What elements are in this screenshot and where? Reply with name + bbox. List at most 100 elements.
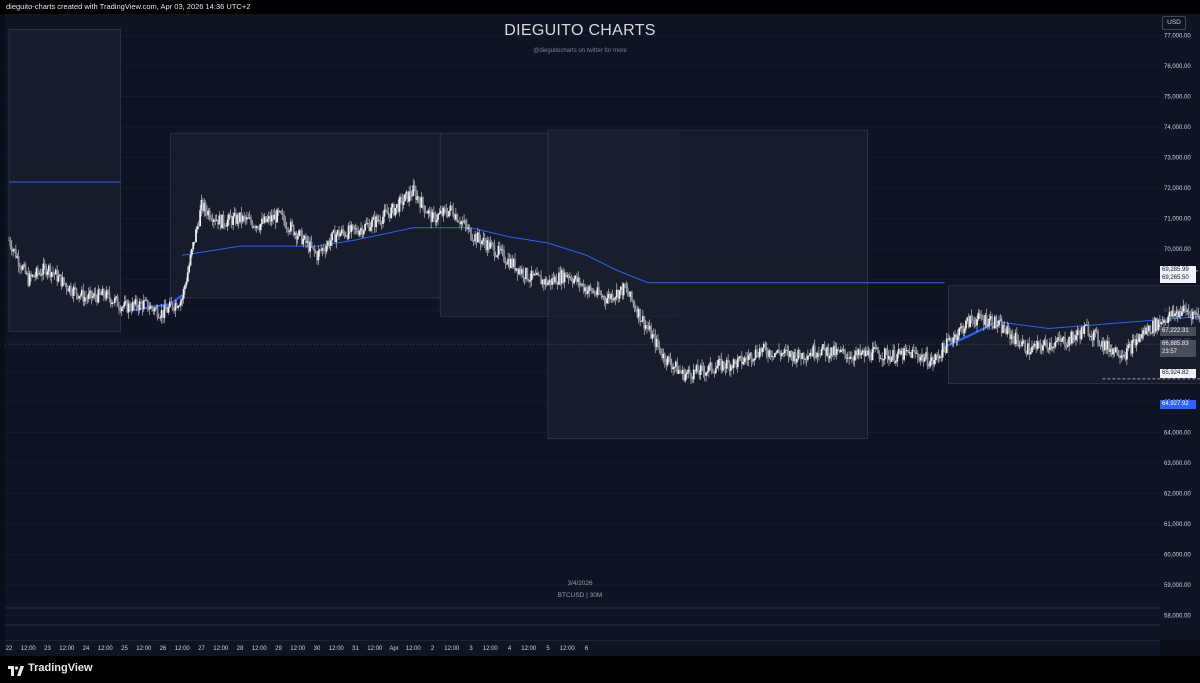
candle-body bbox=[439, 210, 442, 214]
candle-body bbox=[604, 300, 607, 304]
candle-body bbox=[397, 204, 400, 212]
candle-body bbox=[586, 290, 589, 294]
candle-body bbox=[850, 356, 853, 360]
candle-body bbox=[197, 226, 200, 227]
candle-body bbox=[1035, 343, 1038, 349]
candle-body bbox=[945, 338, 948, 353]
candle-body bbox=[313, 247, 316, 252]
candle-body bbox=[406, 191, 409, 202]
candle-body bbox=[811, 352, 813, 357]
candle-body bbox=[278, 211, 281, 212]
candle-body bbox=[36, 268, 39, 274]
time-tick-label: 12:00 bbox=[213, 646, 229, 652]
candle-body bbox=[1169, 312, 1172, 317]
candle-body bbox=[17, 256, 20, 267]
candle-body bbox=[624, 283, 626, 287]
candle-body bbox=[178, 305, 181, 307]
candle-body bbox=[731, 365, 734, 369]
candle-body bbox=[1154, 318, 1157, 332]
vwap-line bbox=[1002, 316, 1200, 330]
candle-body bbox=[35, 268, 38, 277]
candle-body bbox=[461, 221, 464, 223]
candle-body bbox=[234, 213, 237, 224]
candle-body bbox=[681, 369, 684, 374]
candle-body bbox=[558, 272, 560, 285]
candle-body bbox=[1131, 340, 1134, 354]
candle-body bbox=[146, 300, 149, 310]
candle-body bbox=[470, 228, 472, 240]
candle-body bbox=[564, 272, 567, 277]
candle-body bbox=[802, 352, 805, 360]
candle-body bbox=[1072, 331, 1075, 337]
candle-body bbox=[170, 301, 173, 305]
candle-body bbox=[508, 258, 511, 268]
candle-body bbox=[509, 258, 512, 268]
time-tick-label: 12:00 bbox=[252, 646, 268, 652]
candle-body bbox=[12, 249, 15, 252]
candle-body bbox=[1092, 331, 1095, 341]
candle-body bbox=[1158, 320, 1161, 325]
candle-body bbox=[405, 191, 408, 195]
price-tick-label: 60,000.00 bbox=[1164, 552, 1191, 558]
candle-body bbox=[944, 347, 947, 353]
candle-body bbox=[633, 303, 636, 309]
candle-body bbox=[373, 217, 376, 228]
candle-body bbox=[420, 197, 423, 208]
candle-body bbox=[1175, 311, 1178, 314]
candle-body bbox=[511, 258, 514, 267]
candle-body bbox=[933, 360, 936, 365]
candle-body bbox=[321, 248, 324, 251]
time-axis[interactable] bbox=[5, 640, 1160, 657]
candle-body bbox=[588, 286, 591, 291]
time-tick-label: 12:00 bbox=[406, 646, 422, 652]
candle-body bbox=[145, 299, 148, 301]
candle-body bbox=[839, 349, 842, 353]
candle-body bbox=[585, 287, 588, 294]
candle-body bbox=[666, 356, 669, 365]
candle-body bbox=[434, 213, 437, 223]
candle-body bbox=[831, 347, 834, 356]
candle-body bbox=[248, 217, 251, 219]
price-tick-label: 64,000.00 bbox=[1164, 430, 1191, 436]
candle-body bbox=[662, 353, 665, 359]
candle-body bbox=[978, 312, 981, 315]
candle-body bbox=[112, 302, 115, 304]
candle-body bbox=[1121, 355, 1124, 357]
candle-body bbox=[350, 224, 353, 233]
candle-body bbox=[89, 290, 92, 294]
candle-body bbox=[10, 246, 13, 252]
candle-body bbox=[791, 354, 794, 362]
candle-body bbox=[144, 299, 147, 301]
candle-body bbox=[923, 358, 926, 362]
candle-body bbox=[761, 348, 764, 353]
candle-body bbox=[130, 309, 133, 311]
currency-button[interactable]: USD bbox=[1162, 16, 1186, 30]
candle-body bbox=[454, 214, 457, 220]
candle-body bbox=[309, 241, 312, 252]
candle-body bbox=[134, 299, 137, 305]
candle-body bbox=[347, 225, 350, 239]
candle-body bbox=[640, 321, 643, 322]
candle-body bbox=[80, 289, 83, 296]
candle-body bbox=[30, 273, 32, 277]
candle-body bbox=[619, 286, 622, 291]
candle-body bbox=[541, 279, 544, 285]
time-tick-label: 31 bbox=[352, 646, 359, 652]
tradingview-logo[interactable]: TradingView bbox=[8, 662, 93, 676]
candle-body bbox=[987, 324, 989, 327]
candle-body bbox=[446, 213, 449, 217]
candle-body bbox=[501, 248, 504, 250]
candle-body bbox=[1150, 332, 1153, 334]
candle-body bbox=[1021, 341, 1024, 346]
candle-body bbox=[507, 258, 510, 265]
candle-body bbox=[236, 214, 239, 224]
price-tick-label: 70,000.00 bbox=[1164, 247, 1191, 253]
candle-body bbox=[1167, 316, 1170, 323]
candle-body bbox=[219, 215, 222, 229]
candle-body bbox=[969, 315, 972, 327]
candle-body bbox=[1059, 339, 1062, 342]
candle-body bbox=[758, 348, 761, 358]
candle-body bbox=[764, 343, 767, 348]
candle-body bbox=[1176, 311, 1179, 318]
